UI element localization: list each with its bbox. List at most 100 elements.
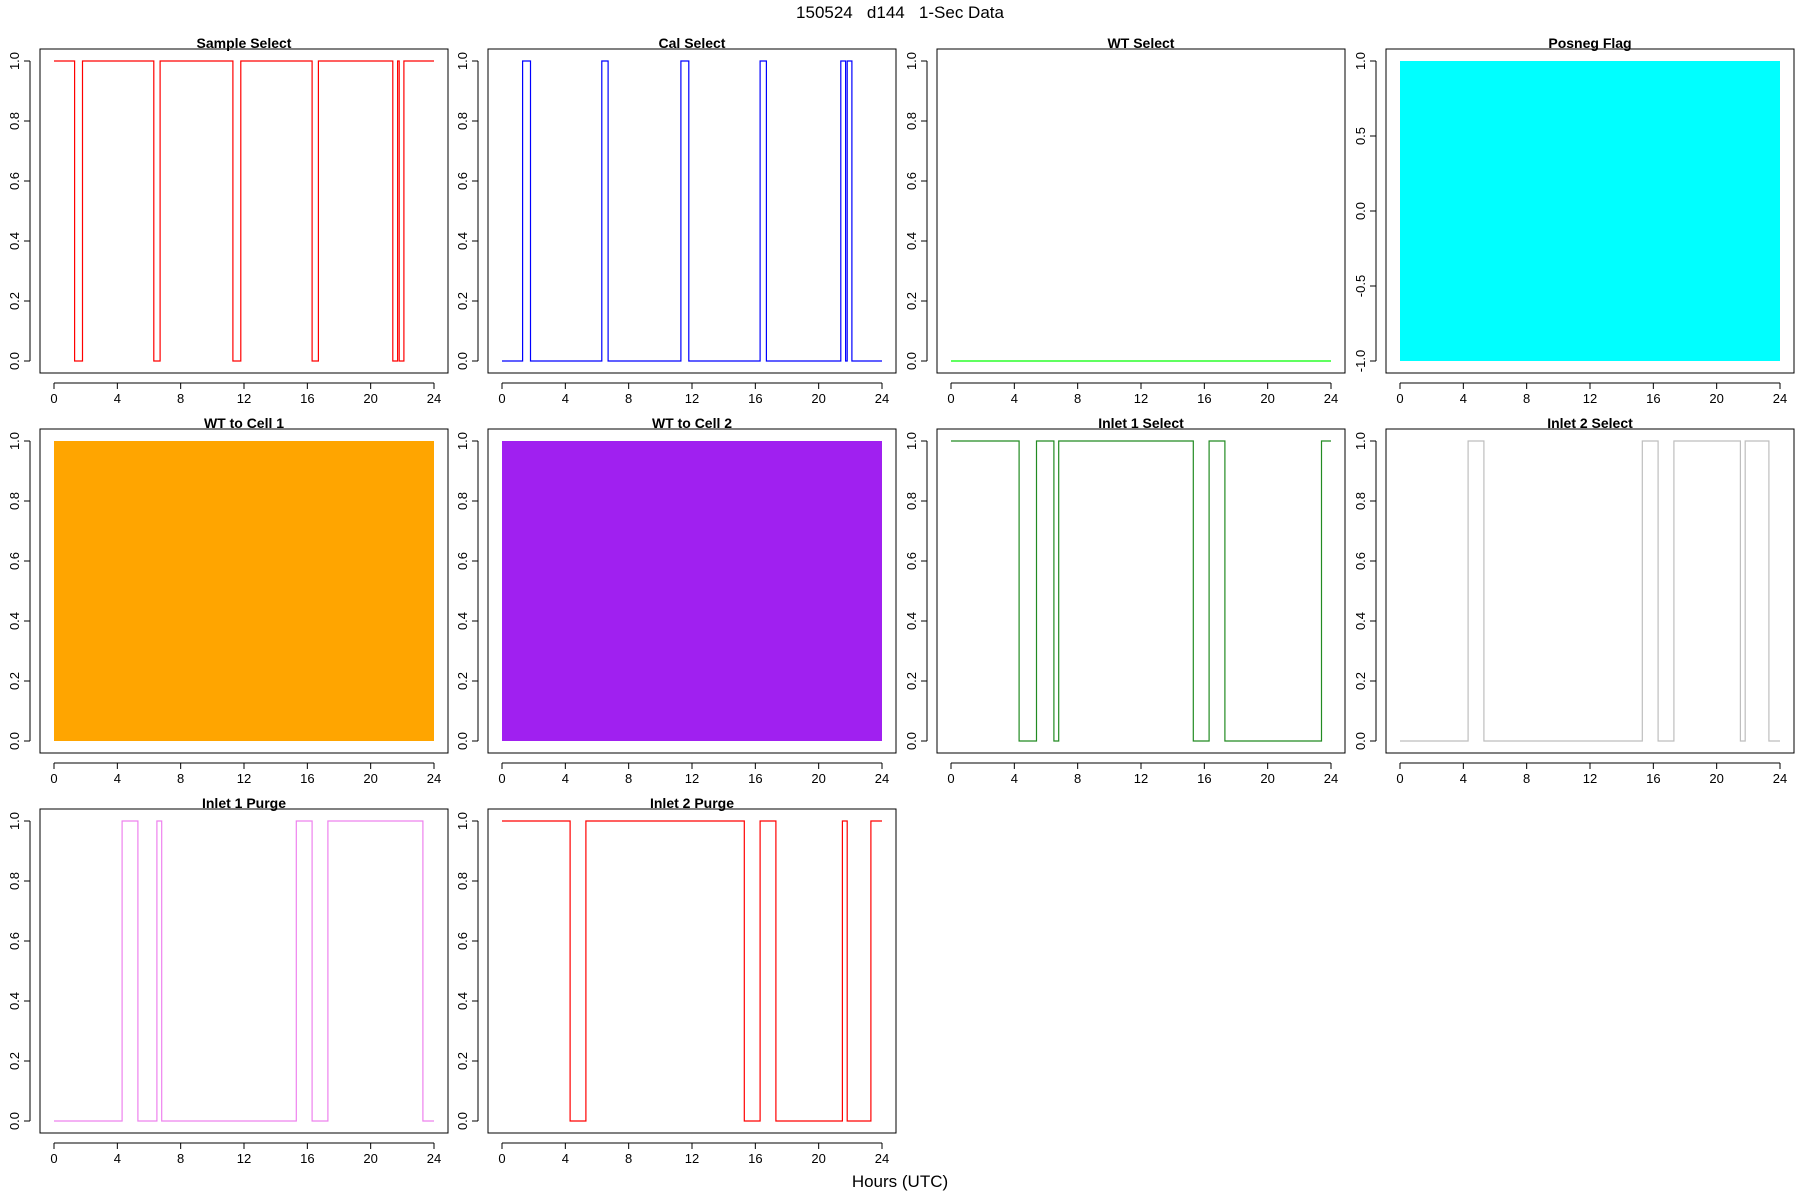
y-tick-label: 1.0 xyxy=(1353,432,1368,450)
x-tick-label: 20 xyxy=(1709,771,1723,786)
x-tick-label: 24 xyxy=(875,391,889,406)
x-tick-label: 0 xyxy=(50,771,57,786)
y-tick-label: 1.0 xyxy=(7,432,22,450)
panel-title: Inlet 1 Select xyxy=(1098,415,1184,431)
x-tick-label: 24 xyxy=(427,771,441,786)
x-tick-label: 0 xyxy=(498,1151,505,1166)
plot-frame xyxy=(39,48,449,374)
figure-title: 150524 d144 1-Sec Data xyxy=(796,3,1004,22)
x-tick-label: 0 xyxy=(947,391,954,406)
x-tick-label: 16 xyxy=(1197,391,1211,406)
y-tick-label: 1.0 xyxy=(455,52,470,70)
y-tick-label: 0.0 xyxy=(904,352,919,370)
y-tick-label: 1.0 xyxy=(455,432,470,450)
x-tick-label: 4 xyxy=(114,1151,121,1166)
panel-title: Cal Select xyxy=(659,35,726,51)
y-tick-label: 0.2 xyxy=(7,672,22,690)
y-tick-label: 1.0 xyxy=(904,432,919,450)
panel-title: WT to Cell 2 xyxy=(652,415,732,431)
plot-frame xyxy=(39,428,449,754)
plot-frame xyxy=(936,48,1346,374)
y-tick-label: 0.2 xyxy=(7,292,22,310)
plot-frame xyxy=(487,808,897,1134)
x-tick-label: 0 xyxy=(50,1151,57,1166)
y-tick-label: 1.0 xyxy=(7,812,22,830)
y-tick-label: 0.6 xyxy=(7,932,22,950)
x-tick-label: 16 xyxy=(300,1151,314,1166)
x-tick-label: 4 xyxy=(1460,391,1467,406)
y-tick-label: 0.8 xyxy=(455,872,470,890)
x-tick-label: 4 xyxy=(114,771,121,786)
y-tick-label: 0.0 xyxy=(1353,202,1368,220)
y-tick-label: 0.5 xyxy=(1353,127,1368,145)
x-tick-label: 20 xyxy=(811,1151,825,1166)
y-tick-label: 0.4 xyxy=(904,612,919,630)
x-tick-label: 4 xyxy=(562,391,569,406)
y-tick-label: 0.0 xyxy=(7,352,22,370)
x-tick-label: 24 xyxy=(1773,391,1787,406)
panel-4: Posneg Flag 0 4 8 12 16 20 24 -1.0 -0.5 0.0 0.5 1.0 xyxy=(1353,35,1795,406)
x-tick-label: 24 xyxy=(1324,771,1338,786)
y-tick-label: 1.0 xyxy=(904,52,919,70)
y-tick-label: 0.8 xyxy=(904,492,919,510)
y-tick-label: 0.6 xyxy=(455,172,470,190)
y-tick-label: 0.4 xyxy=(7,612,22,630)
y-tick-label: 0.2 xyxy=(904,672,919,690)
y-tick-label: -0.5 xyxy=(1353,275,1368,297)
x-tick-label: 16 xyxy=(748,1151,762,1166)
series-line xyxy=(54,60,434,362)
y-tick-label: 0.8 xyxy=(7,872,22,890)
y-tick-label: 0.4 xyxy=(7,232,22,250)
y-tick-label: 0.8 xyxy=(455,112,470,130)
x-tick-label: 0 xyxy=(947,771,954,786)
x-tick-label: 12 xyxy=(685,1151,699,1166)
y-tick-label: 0.4 xyxy=(455,612,470,630)
x-tick-label: 20 xyxy=(811,771,825,786)
y-tick-label: 0.8 xyxy=(904,112,919,130)
x-tick-label: 20 xyxy=(363,1151,377,1166)
y-tick-label: 0.0 xyxy=(455,1112,470,1130)
x-tick-label: 24 xyxy=(427,1151,441,1166)
panel-3: WT Select 0 4 8 12 16 20 24 0.0 0.2 0.4 0.6 0.8 1.0 xyxy=(904,35,1346,406)
panel-6: WT to Cell 2 0 4 8 12 16 20 24 0.0 0.2 0.4 0.6 0.8 1.… xyxy=(455,415,897,786)
y-tick-label: 0.8 xyxy=(7,492,22,510)
x-tick-label: 8 xyxy=(625,1151,632,1166)
plot-frame xyxy=(39,808,449,1134)
y-tick-label: 0.8 xyxy=(455,492,470,510)
panel-9: Inlet 1 Purge 0 4 8 12 16 20 24 0.0 0.2 0.4 0.6 0.8 1… xyxy=(7,795,449,1166)
panel-title: WT Select xyxy=(1108,35,1175,51)
x-tick-label: 12 xyxy=(237,771,251,786)
x-tick-label: 4 xyxy=(114,391,121,406)
panel-title: Sample Select xyxy=(197,35,292,51)
x-tick-label: 24 xyxy=(875,771,889,786)
x-tick-label: 4 xyxy=(1460,771,1467,786)
y-tick-label: 0.2 xyxy=(455,1052,470,1070)
panel-title: Posneg Flag xyxy=(1548,35,1631,51)
x-tick-label: 24 xyxy=(427,391,441,406)
x-tick-label: 24 xyxy=(875,1151,889,1166)
series-line xyxy=(951,440,1331,742)
x-tick-label: 12 xyxy=(1583,391,1597,406)
x-tick-label: 20 xyxy=(1260,771,1274,786)
y-tick-label: 0.2 xyxy=(455,672,470,690)
y-tick-label: 0.2 xyxy=(7,1052,22,1070)
x-tick-label: 20 xyxy=(1260,391,1274,406)
x-tick-label: 12 xyxy=(1134,771,1148,786)
plot-frame xyxy=(1385,48,1795,374)
y-tick-label: 0.6 xyxy=(1353,552,1368,570)
y-tick-label: 0.0 xyxy=(7,1112,22,1130)
x-tick-label: 8 xyxy=(625,771,632,786)
panel-5: WT to Cell 1 0 4 8 12 16 20 24 0.0 0.2 0.4 0.6 0.8 1.… xyxy=(7,415,449,786)
y-tick-label: -1.0 xyxy=(1353,350,1368,372)
y-tick-label: 0.6 xyxy=(904,172,919,190)
series-area xyxy=(54,441,434,741)
x-tick-label: 8 xyxy=(177,771,184,786)
series-line xyxy=(1400,440,1780,742)
x-tick-label: 8 xyxy=(625,391,632,406)
x-tick-label: 20 xyxy=(363,771,377,786)
x-tick-label: 24 xyxy=(1324,391,1338,406)
x-tick-label: 16 xyxy=(300,771,314,786)
series-line xyxy=(502,60,882,362)
y-tick-label: 0.6 xyxy=(455,552,470,570)
